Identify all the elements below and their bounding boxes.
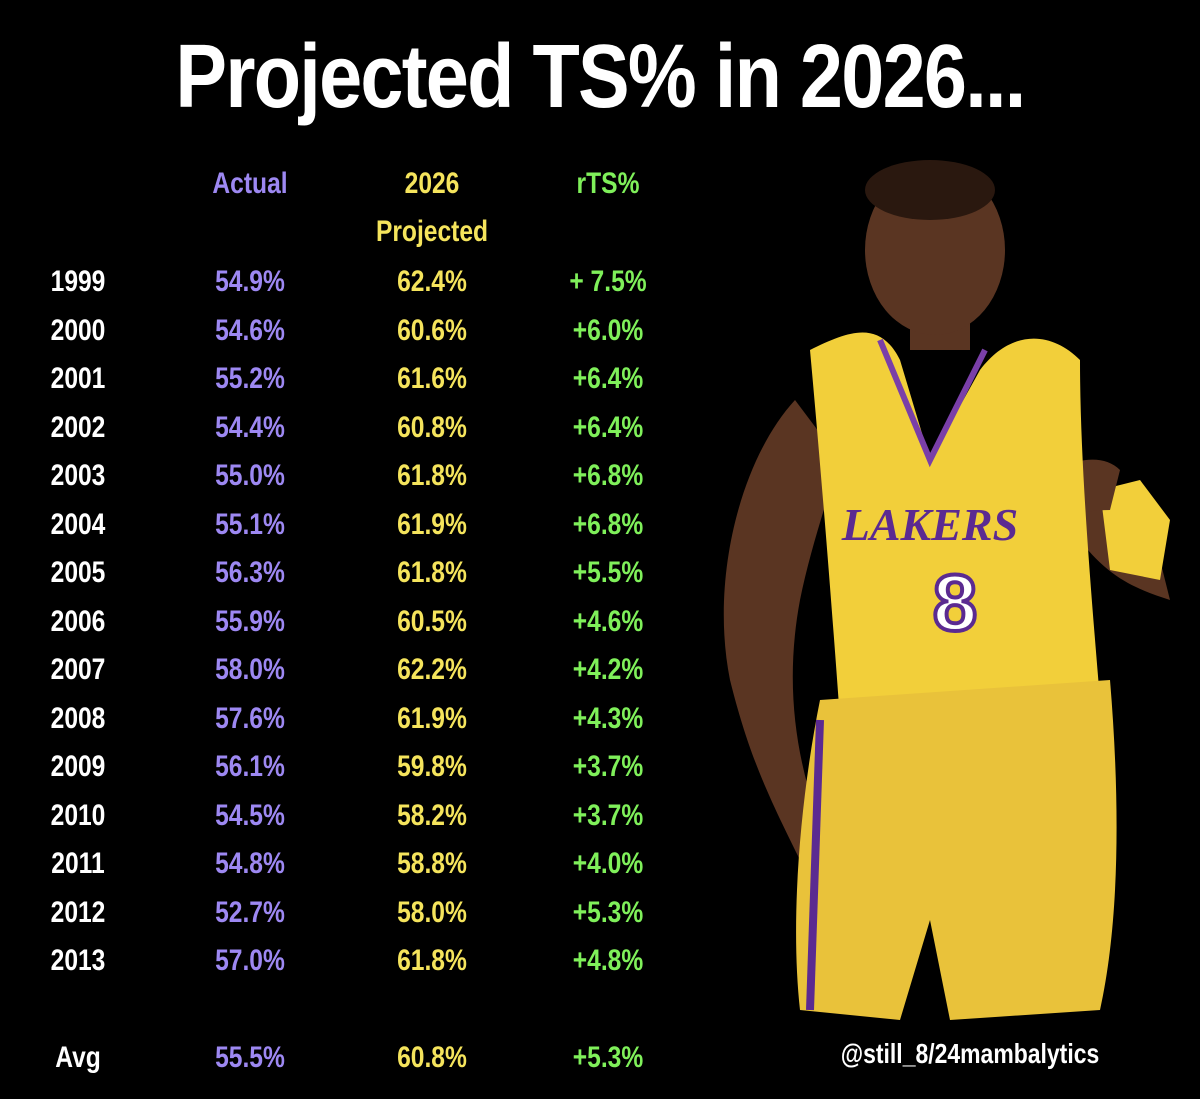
jersey	[810, 332, 1100, 720]
row-projected: 60.5%	[397, 605, 467, 638]
row-projected: 60.8%	[397, 411, 467, 444]
row-projected: 59.8%	[397, 750, 467, 783]
row-actual: 57.6%	[215, 702, 285, 735]
row-actual: 54.9%	[215, 265, 285, 298]
row-actual: 56.1%	[215, 750, 285, 783]
row-year: 2000	[50, 314, 106, 347]
row-year: 1999	[50, 265, 106, 298]
row-projected: 61.8%	[397, 459, 467, 492]
row-actual: 54.6%	[215, 314, 285, 347]
row-rts: +5.5%	[572, 556, 644, 589]
row-projected: 58.0%	[397, 896, 467, 929]
armband	[1100, 480, 1170, 580]
row-rts: + 7.5%	[569, 265, 647, 298]
row-projected: 60.6%	[397, 314, 467, 347]
row-year: 2008	[50, 702, 106, 735]
row-rts: +6.8%	[572, 459, 644, 492]
avg-rts: +5.3%	[572, 1041, 644, 1074]
row-year: 2004	[50, 508, 106, 541]
row-projected: 62.2%	[397, 653, 467, 686]
row-projected: 61.6%	[397, 362, 467, 395]
row-actual: 55.1%	[215, 508, 285, 541]
row-actual: 52.7%	[215, 896, 285, 929]
row-rts: +4.3%	[572, 702, 644, 735]
header-projected-label: Projected	[375, 215, 489, 248]
player-illustration: LAKERS 8	[723, 160, 1170, 1020]
row-year: 2010	[50, 799, 106, 832]
row-projected: 61.9%	[397, 508, 467, 541]
row-actual: 55.9%	[215, 605, 285, 638]
row-year: 2011	[51, 847, 105, 880]
player-hair	[865, 160, 995, 220]
row-year: 2002	[50, 411, 106, 444]
row-year: 2006	[50, 605, 106, 638]
row-year: 2009	[50, 750, 106, 783]
row-actual: 54.4%	[215, 411, 285, 444]
page-title: Projected TS% in 2026...	[175, 27, 1026, 127]
row-actual: 54.8%	[215, 847, 285, 880]
row-rts: +6.8%	[572, 508, 644, 541]
player-left-arm	[723, 400, 850, 920]
row-projected: 61.9%	[397, 702, 467, 735]
row-rts: +4.2%	[572, 653, 644, 686]
row-actual: 55.0%	[215, 459, 285, 492]
row-rts: +4.8%	[572, 944, 644, 977]
row-actual: 58.0%	[215, 653, 285, 686]
row-projected: 58.2%	[397, 799, 467, 832]
row-rts: +6.4%	[572, 411, 644, 444]
row-projected: 58.8%	[397, 847, 467, 880]
row-projected: 62.4%	[397, 265, 467, 298]
row-rts: +4.0%	[572, 847, 644, 880]
row-rts: +3.7%	[572, 750, 644, 783]
row-projected: 61.8%	[397, 944, 467, 977]
row-year: 2007	[50, 653, 106, 686]
row-year: 2003	[50, 459, 106, 492]
player-shorts	[796, 680, 1117, 1020]
row-rts: +5.3%	[572, 896, 644, 929]
jersey-collar	[877, 338, 988, 468]
jersey-number: 8	[933, 558, 978, 647]
credit-handle: @still_8/24mambalytics	[840, 1038, 1100, 1069]
header-rts: rTS%	[576, 167, 640, 200]
row-year: 2013	[50, 944, 106, 977]
avg-actual: 55.5%	[215, 1041, 285, 1074]
row-year: 2012	[50, 896, 106, 929]
avg-projected: 60.8%	[397, 1041, 467, 1074]
header-actual: Actual	[212, 167, 288, 200]
row-rts: +4.6%	[572, 605, 644, 638]
avg-label: Avg	[55, 1041, 101, 1074]
row-year: 2005	[50, 556, 106, 589]
row-actual: 56.3%	[215, 556, 285, 589]
row-projected: 61.8%	[397, 556, 467, 589]
row-rts: +6.4%	[572, 362, 644, 395]
row-actual: 54.5%	[215, 799, 285, 832]
row-actual: 57.0%	[215, 944, 285, 977]
header-projected-year: 2026	[404, 167, 460, 200]
shorts-stripe	[806, 719, 824, 1011]
row-actual: 55.2%	[215, 362, 285, 395]
row-rts: +3.7%	[572, 799, 644, 832]
row-year: 2001	[50, 362, 106, 395]
row-rts: +6.0%	[572, 314, 644, 347]
jersey-team-text: LAKERS	[841, 499, 1018, 550]
